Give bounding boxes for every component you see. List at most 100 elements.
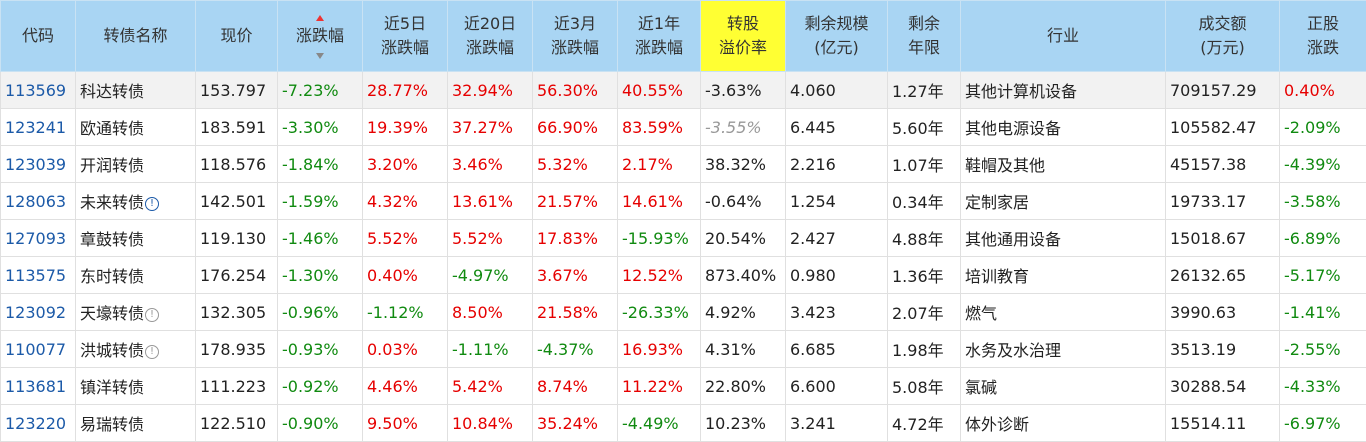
cell-text: 5.42% xyxy=(452,377,503,396)
column-header[interactable]: 转债名称 xyxy=(76,1,196,72)
cell: -7.23% xyxy=(278,72,363,109)
cell: 176.254 xyxy=(196,257,278,294)
cell-text: 6.600 xyxy=(790,377,836,396)
info-icon[interactable]: ! xyxy=(145,308,159,322)
cell-text[interactable]: 123241 xyxy=(5,118,66,137)
cell: 0.34年 xyxy=(888,183,961,220)
cell-text[interactable]: 未来转债 xyxy=(80,193,144,212)
cell-text: -2.09% xyxy=(1284,118,1341,137)
cell-text[interactable]: 章鼓转债 xyxy=(80,230,144,249)
cell-text: 37.27% xyxy=(452,118,513,137)
cell: 122.510 xyxy=(196,405,278,442)
column-header[interactable]: 近1年涨跌幅 xyxy=(618,1,701,72)
cell-text: 培训教育 xyxy=(965,267,1029,286)
column-header[interactable]: 近20日涨跌幅 xyxy=(448,1,533,72)
cell-text[interactable]: 洪城转债 xyxy=(80,341,144,360)
cell-text: 9.50% xyxy=(367,414,418,433)
cell: 4.46% xyxy=(363,368,448,405)
cell: 4.32% xyxy=(363,183,448,220)
cell-text: 10.84% xyxy=(452,414,513,433)
header-text: 剩余 xyxy=(888,12,960,36)
cell-text[interactable]: 128063 xyxy=(5,192,66,211)
cell-text: 35.24% xyxy=(537,414,598,433)
cell-text[interactable]: 113569 xyxy=(5,81,66,100)
cell: 其他通用设备 xyxy=(961,220,1166,257)
header-text: 溢价率 xyxy=(701,36,785,60)
cell-text: 105582.47 xyxy=(1170,118,1257,137)
column-header[interactable]: 近5日涨跌幅 xyxy=(363,1,448,72)
cell-text: 其他计算机设备 xyxy=(965,82,1077,101)
cell-text[interactable]: 镇洋转债 xyxy=(80,378,144,397)
cell-text: 4.72年 xyxy=(892,415,944,434)
cell: 章鼓转债 xyxy=(76,220,196,257)
cell-text[interactable]: 123092 xyxy=(5,303,66,322)
sort-up-icon[interactable] xyxy=(316,15,324,21)
cell-text: 178.935 xyxy=(200,340,266,359)
column-header[interactable]: 正股涨跌 xyxy=(1280,1,1366,72)
cell: -2.09% xyxy=(1280,109,1366,146)
cell-text[interactable]: 科达转债 xyxy=(80,82,144,101)
cell-text: -1.11% xyxy=(452,340,509,359)
cell-text: 4.92% xyxy=(705,303,756,322)
cell-text: 8.50% xyxy=(452,303,503,322)
cell-text: 83.59% xyxy=(622,118,683,137)
info-icon[interactable]: ! xyxy=(145,345,159,359)
cell-text: -1.30% xyxy=(282,266,339,285)
cell-text[interactable]: 123220 xyxy=(5,414,66,433)
cell-text[interactable]: 113681 xyxy=(5,377,66,396)
cell: 6.685 xyxy=(786,331,888,368)
cell: 111.223 xyxy=(196,368,278,405)
cell-text: 142.501 xyxy=(200,192,266,211)
cell: 32.94% xyxy=(448,72,533,109)
cell: -0.92% xyxy=(278,368,363,405)
column-header[interactable]: 剩余规模(亿元) xyxy=(786,1,888,72)
header-text: (亿元) xyxy=(786,36,887,60)
cell: 0.40% xyxy=(1280,72,1366,109)
cell: 709157.29 xyxy=(1166,72,1280,109)
cell-text[interactable]: 易瑞转债 xyxy=(80,415,144,434)
cell-text: 其他电源设备 xyxy=(965,119,1061,138)
cell-text[interactable]: 天壕转债 xyxy=(80,304,144,323)
column-header[interactable]: 近3月涨跌幅 xyxy=(533,1,618,72)
cell-text[interactable]: 欧通转债 xyxy=(80,119,144,138)
cell-text: 16.93% xyxy=(622,340,683,359)
cell-text[interactable]: 113575 xyxy=(5,266,66,285)
cell-text: 32.94% xyxy=(452,81,513,100)
cell: 燃气 xyxy=(961,294,1166,331)
cell-text[interactable]: 110077 xyxy=(5,340,66,359)
column-header[interactable]: 代码 xyxy=(1,1,76,72)
cell-text: 20.54% xyxy=(705,229,766,248)
cell-text: 40.55% xyxy=(622,81,683,100)
cell-text: 4.88年 xyxy=(892,230,944,249)
cell-text[interactable]: 127093 xyxy=(5,229,66,248)
cell: 3.46% xyxy=(448,146,533,183)
column-header[interactable]: 涨跌幅 xyxy=(278,1,363,72)
cell-text: 1.27年 xyxy=(892,82,944,101)
column-header[interactable]: 现价 xyxy=(196,1,278,72)
column-header[interactable]: 成交额(万元) xyxy=(1166,1,1280,72)
column-header[interactable]: 行业 xyxy=(961,1,1166,72)
cell-text[interactable]: 123039 xyxy=(5,155,66,174)
cell: 13.61% xyxy=(448,183,533,220)
cell: 1.98年 xyxy=(888,331,961,368)
cell-text[interactable]: 开润转债 xyxy=(80,156,144,175)
cell-text: 0.40% xyxy=(367,266,418,285)
cell-text: -4.33% xyxy=(1284,377,1341,396)
cell-text: 1.07年 xyxy=(892,156,944,175)
column-header[interactable]: 剩余年限 xyxy=(888,1,961,72)
cell: -5.17% xyxy=(1280,257,1366,294)
cell-text[interactable]: 东时转债 xyxy=(80,267,144,286)
info-icon[interactable]: ! xyxy=(145,197,159,211)
cell-text: 体外诊断 xyxy=(965,415,1029,434)
cell: 142.501 xyxy=(196,183,278,220)
cell: 153.797 xyxy=(196,72,278,109)
cell: 1.27年 xyxy=(888,72,961,109)
cell: 38.32% xyxy=(701,146,786,183)
sort-down-icon[interactable] xyxy=(316,53,324,59)
cell: 22.80% xyxy=(701,368,786,405)
column-header[interactable]: 转股溢价率 xyxy=(701,1,786,72)
